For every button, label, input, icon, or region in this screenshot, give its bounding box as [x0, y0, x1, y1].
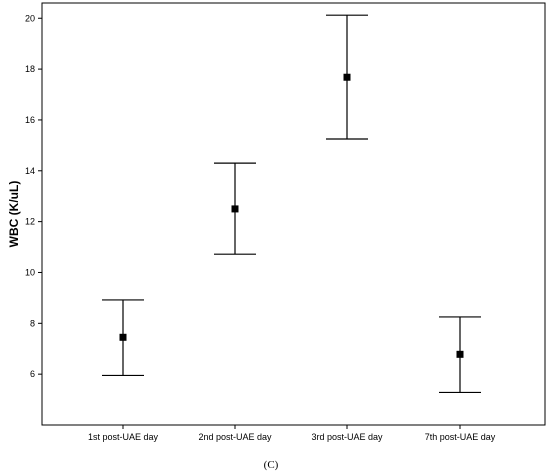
- y-tick-label-18: 18: [25, 64, 35, 74]
- error-bar-1: [102, 299, 144, 377]
- y-axis-label: WBC (K/uL): [7, 181, 21, 248]
- x-tick-label-1: 1st post-UAE day: [88, 432, 159, 442]
- error-bars: [102, 14, 481, 394]
- y-tick-label-12: 12: [25, 217, 35, 227]
- error-bar-2: [214, 162, 256, 255]
- y-tick-label-16: 16: [25, 115, 35, 125]
- y-tick-label-10: 10: [25, 267, 35, 277]
- y-tick-label-6: 6: [30, 369, 35, 379]
- y-tick-label-14: 14: [25, 166, 35, 176]
- error-bar-4: [439, 316, 481, 394]
- plot-frame: [41, 2, 546, 426]
- x-tick-label-4: 7th post-UAE day: [425, 432, 496, 442]
- figure-caption: (C): [264, 459, 279, 471]
- y-axis: 6 8 10 12 14 16 18 20: [25, 13, 42, 379]
- x-tick-label-3: 3rd post-UAE day: [311, 432, 383, 442]
- mean-marker: [231, 205, 239, 213]
- mean-marker: [119, 333, 127, 341]
- y-tick-label-20: 20: [25, 13, 35, 23]
- mean-marker: [456, 350, 464, 358]
- x-tick-label-2: 2nd post-UAE day: [198, 432, 272, 442]
- error-bar-3: [326, 14, 368, 140]
- x-axis: 1st post-UAE day 2nd post-UAE day 3rd post…: [88, 425, 496, 442]
- mean-marker: [343, 73, 351, 81]
- y-tick-label-8: 8: [30, 318, 35, 328]
